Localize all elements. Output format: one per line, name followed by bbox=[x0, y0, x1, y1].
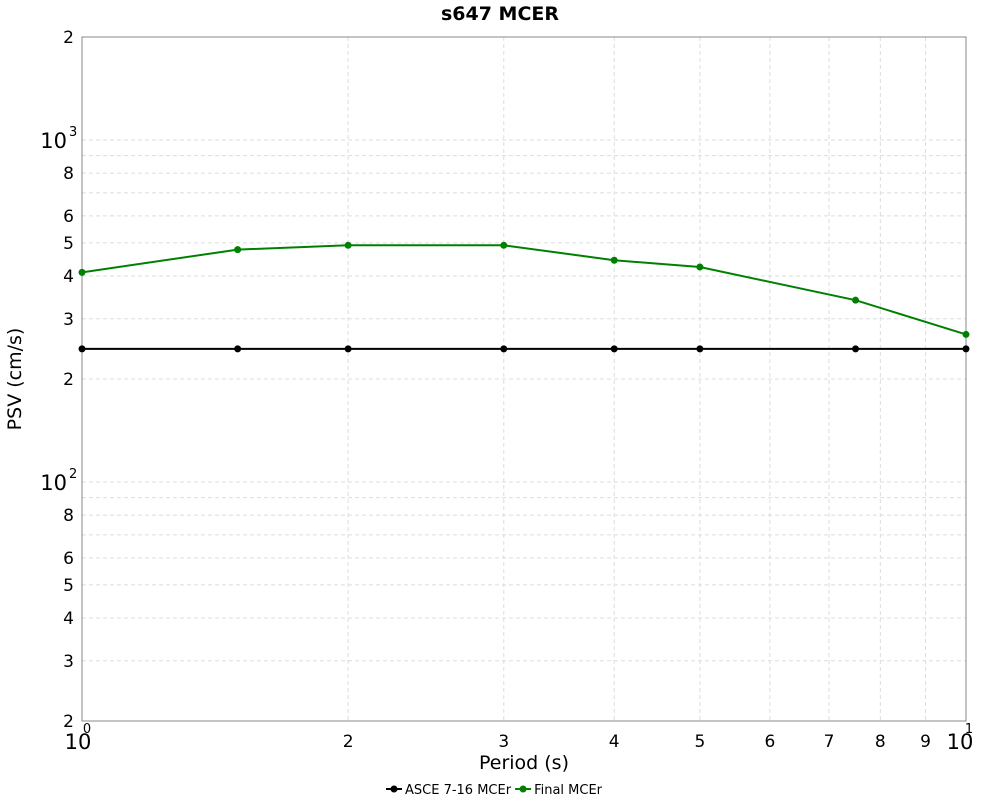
y-tick-label: 2 bbox=[63, 712, 74, 732]
x-tick-label: 9 bbox=[920, 732, 931, 752]
series-line bbox=[81, 244, 967, 336]
data-point bbox=[344, 345, 352, 353]
y-tick-label: 5 bbox=[63, 576, 74, 596]
data-point bbox=[500, 345, 508, 353]
x-tick-exponent: 1 bbox=[965, 722, 973, 737]
x-tick-exponent: 0 bbox=[83, 722, 91, 737]
y-tick-label: 3 bbox=[63, 310, 74, 330]
grid bbox=[81, 36, 967, 722]
legend-marker bbox=[519, 785, 527, 793]
legend-item: Final MCEr bbox=[515, 783, 603, 798]
legend-marker bbox=[390, 785, 398, 793]
x-tick-label: 4 bbox=[609, 732, 620, 752]
y-tick-exponent: 3 bbox=[69, 125, 77, 140]
y-tick-label: 2 bbox=[63, 28, 74, 48]
y-tick-label: 2 bbox=[63, 370, 74, 390]
legend-item: ASCE 7-16 MCEr bbox=[386, 783, 512, 798]
y-tick-label: 10 bbox=[40, 129, 67, 153]
y-tick-label: 6 bbox=[63, 207, 74, 227]
data-point bbox=[962, 345, 970, 353]
y-tick-label: 3 bbox=[63, 652, 74, 672]
data-point bbox=[852, 345, 860, 353]
data-point bbox=[610, 345, 618, 353]
series-0 bbox=[78, 345, 970, 353]
data-point bbox=[852, 296, 860, 304]
y-tick-label: 4 bbox=[63, 267, 74, 287]
y-axis-label: PSV (cm/s) bbox=[4, 328, 26, 431]
y-tick-label: 5 bbox=[63, 234, 74, 254]
series-1 bbox=[78, 241, 970, 338]
data-point bbox=[234, 345, 242, 353]
data-point bbox=[696, 345, 704, 353]
legend: ASCE 7-16 MCEr Final MCEr bbox=[386, 783, 603, 798]
x-tick-label: 10 bbox=[947, 730, 974, 754]
chart-title: s647 MCER bbox=[441, 3, 559, 25]
y-tick-label: 10 bbox=[40, 471, 67, 495]
y-tick-label: 6 bbox=[63, 549, 74, 569]
x-tick-label: 6 bbox=[764, 732, 775, 752]
x-tick-label: 3 bbox=[498, 732, 509, 752]
data-point bbox=[344, 241, 352, 249]
data-point bbox=[696, 263, 704, 271]
y-tick-label: 8 bbox=[63, 164, 74, 184]
y-tick-label: 8 bbox=[63, 506, 74, 526]
x-tick-label: 7 bbox=[824, 732, 835, 752]
x-tick-label: 10 bbox=[65, 730, 92, 754]
legend-label: ASCE 7-16 MCEr bbox=[405, 783, 512, 798]
data-point bbox=[610, 256, 618, 264]
data-point bbox=[500, 241, 508, 249]
legend-label: Final MCEr bbox=[534, 783, 603, 798]
data-point bbox=[78, 345, 86, 353]
y-tick-label: 4 bbox=[63, 609, 74, 629]
x-axis-label: Period (s) bbox=[479, 752, 569, 774]
plot-area bbox=[81, 36, 967, 722]
x-tick-label: 2 bbox=[343, 732, 354, 752]
data-point bbox=[78, 268, 86, 276]
series-layer bbox=[78, 241, 970, 353]
x-tick-label: 8 bbox=[875, 732, 886, 752]
x-tick-label: 5 bbox=[694, 732, 705, 752]
data-point bbox=[234, 246, 242, 254]
y-tick-exponent: 2 bbox=[69, 467, 77, 482]
data-point bbox=[962, 330, 970, 338]
